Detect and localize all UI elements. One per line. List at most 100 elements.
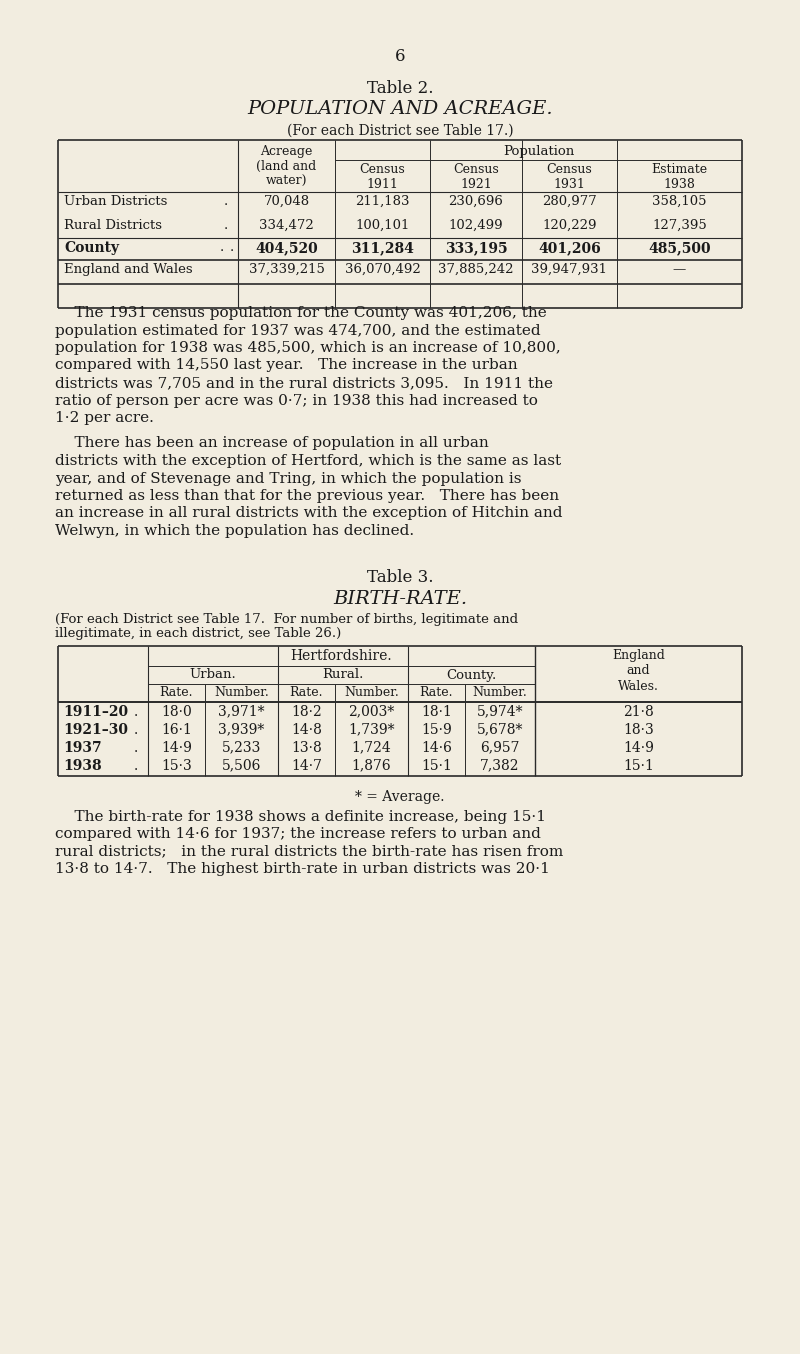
- Text: compared with 14,550 last year.   The increase in the urban: compared with 14,550 last year. The incr…: [55, 359, 518, 372]
- Text: districts was 7,705 and in the rural districts 3,095.   In 1911 the: districts was 7,705 and in the rural dis…: [55, 376, 553, 390]
- Text: Census
1911: Census 1911: [360, 162, 406, 191]
- Text: Urban Districts: Urban Districts: [64, 195, 167, 209]
- Text: Rate.: Rate.: [160, 686, 194, 700]
- Text: 211,183: 211,183: [355, 195, 410, 209]
- Text: 15·1: 15·1: [623, 758, 654, 773]
- Text: County.: County.: [446, 669, 497, 681]
- Text: 1,739*: 1,739*: [348, 723, 394, 737]
- Text: 13·8 to 14·7.   The highest birth-rate in urban districts was 20·1: 13·8 to 14·7. The highest birth-rate in …: [55, 862, 550, 876]
- Text: (For each District see Table 17.  For number of births, legitimate and: (For each District see Table 17. For num…: [55, 613, 518, 627]
- Text: 37,339,215: 37,339,215: [249, 263, 325, 276]
- Text: population for 1938 was 485,500, which is an increase of 10,800,: population for 1938 was 485,500, which i…: [55, 341, 561, 355]
- Text: England
and
Wales.: England and Wales.: [612, 650, 665, 692]
- Text: 15·3: 15·3: [161, 758, 192, 773]
- Text: Census
1931: Census 1931: [546, 162, 592, 191]
- Text: Table 3.: Table 3.: [366, 570, 434, 586]
- Text: .: .: [134, 758, 138, 773]
- Text: illegitimate, in each district, see Table 26.): illegitimate, in each district, see Tabl…: [55, 627, 342, 640]
- Text: rural districts;   in the rural districts the birth-rate has risen from: rural districts; in the rural districts …: [55, 845, 563, 858]
- Text: Urban.: Urban.: [190, 669, 236, 681]
- Text: 401,206: 401,206: [538, 241, 601, 255]
- Text: 334,472: 334,472: [259, 219, 314, 232]
- Text: 230,696: 230,696: [449, 195, 503, 209]
- Text: year, and of Stevenage and Tring, in which the population is: year, and of Stevenage and Tring, in whi…: [55, 471, 522, 486]
- Text: —: —: [673, 263, 686, 276]
- Text: POPULATION AND ACREAGE.: POPULATION AND ACREAGE.: [247, 100, 553, 118]
- Text: 36,070,492: 36,070,492: [345, 263, 420, 276]
- Text: .: .: [224, 195, 228, 209]
- Text: 5,233: 5,233: [222, 741, 261, 754]
- Text: .: .: [224, 219, 228, 232]
- Text: .: .: [134, 704, 138, 719]
- Text: Rate.: Rate.: [420, 686, 454, 700]
- Text: 39,947,931: 39,947,931: [531, 263, 607, 276]
- Text: Number.: Number.: [473, 686, 527, 700]
- Text: .: .: [134, 741, 138, 754]
- Text: 2,003*: 2,003*: [348, 704, 394, 719]
- Text: 7,382: 7,382: [480, 758, 520, 773]
- Text: 102,499: 102,499: [449, 219, 503, 232]
- Text: 15·1: 15·1: [421, 758, 452, 773]
- Text: 358,105: 358,105: [652, 195, 706, 209]
- Text: Census
1921: Census 1921: [453, 162, 499, 191]
- Text: ratio of person per acre was 0·7; in 1938 this had increased to: ratio of person per acre was 0·7; in 193…: [55, 394, 538, 408]
- Text: districts with the exception of Hertford, which is the same as last: districts with the exception of Hertford…: [55, 454, 561, 468]
- Text: Welwyn, in which the population has declined.: Welwyn, in which the population has decl…: [55, 524, 414, 538]
- Text: population estimated for 1937 was 474,700, and the estimated: population estimated for 1937 was 474,70…: [55, 324, 541, 337]
- Text: .: .: [230, 241, 234, 255]
- Text: 1,876: 1,876: [352, 758, 391, 773]
- Text: The 1931 census population for the County was 401,206, the: The 1931 census population for the Count…: [55, 306, 546, 320]
- Text: Rural.: Rural.: [322, 669, 364, 681]
- Text: The birth-rate for 1938 shows a definite increase, being 15·1: The birth-rate for 1938 shows a definite…: [55, 810, 546, 823]
- Text: 16·1: 16·1: [161, 723, 192, 737]
- Text: 5,974*: 5,974*: [477, 704, 523, 719]
- Text: Acreage
(land and
water): Acreage (land and water): [256, 145, 317, 188]
- Text: Estimate
1938: Estimate 1938: [651, 162, 707, 191]
- Text: 3,939*: 3,939*: [218, 723, 265, 737]
- Text: 15·9: 15·9: [421, 723, 452, 737]
- Text: 1937: 1937: [63, 741, 102, 754]
- Text: 18·0: 18·0: [161, 704, 192, 719]
- Text: 485,500: 485,500: [648, 241, 711, 255]
- Text: * = Average.: * = Average.: [355, 789, 445, 803]
- Text: Hertfordshire.: Hertfordshire.: [290, 650, 392, 663]
- Text: 14·9: 14·9: [161, 741, 192, 754]
- Text: .: .: [220, 241, 224, 255]
- Text: Population: Population: [503, 145, 574, 158]
- Text: Table 2.: Table 2.: [366, 80, 434, 97]
- Text: (For each District see Table 17.): (For each District see Table 17.): [286, 125, 514, 138]
- Text: 311,284: 311,284: [351, 241, 414, 255]
- Text: returned as less than that for the previous year.   There has been: returned as less than that for the previ…: [55, 489, 559, 502]
- Text: 14·9: 14·9: [623, 741, 654, 754]
- Text: 21·8: 21·8: [623, 704, 654, 719]
- Text: an increase in all rural districts with the exception of Hitchin and: an increase in all rural districts with …: [55, 506, 562, 520]
- Text: 333,195: 333,195: [445, 241, 507, 255]
- Text: 13·8: 13·8: [291, 741, 322, 754]
- Text: 14·7: 14·7: [291, 758, 322, 773]
- Text: BIRTH-RATE.: BIRTH-RATE.: [333, 589, 467, 608]
- Text: 70,048: 70,048: [263, 195, 310, 209]
- Text: 18·1: 18·1: [421, 704, 452, 719]
- Text: 127,395: 127,395: [652, 219, 707, 232]
- Text: 14·6: 14·6: [421, 741, 452, 754]
- Text: 37,885,242: 37,885,242: [438, 263, 514, 276]
- Text: 1911–20: 1911–20: [63, 704, 128, 719]
- Text: 5,506: 5,506: [222, 758, 261, 773]
- Text: Rural Districts: Rural Districts: [64, 219, 162, 232]
- Text: 100,101: 100,101: [355, 219, 410, 232]
- Text: 6,957: 6,957: [480, 741, 520, 754]
- Text: 120,229: 120,229: [542, 219, 597, 232]
- Text: England and Wales: England and Wales: [64, 263, 193, 276]
- Text: 1921–30: 1921–30: [63, 723, 128, 737]
- Text: County: County: [64, 241, 119, 255]
- Text: There has been an increase of population in all urban: There has been an increase of population…: [55, 436, 489, 451]
- Text: 18·3: 18·3: [623, 723, 654, 737]
- Text: 1,724: 1,724: [352, 741, 391, 754]
- Text: 1938: 1938: [63, 758, 102, 773]
- Text: 1·2 per acre.: 1·2 per acre.: [55, 412, 154, 425]
- Text: 404,520: 404,520: [255, 241, 318, 255]
- Text: 5,678*: 5,678*: [477, 723, 523, 737]
- Text: .: .: [134, 723, 138, 737]
- Text: 280,977: 280,977: [542, 195, 597, 209]
- Text: Number.: Number.: [344, 686, 399, 700]
